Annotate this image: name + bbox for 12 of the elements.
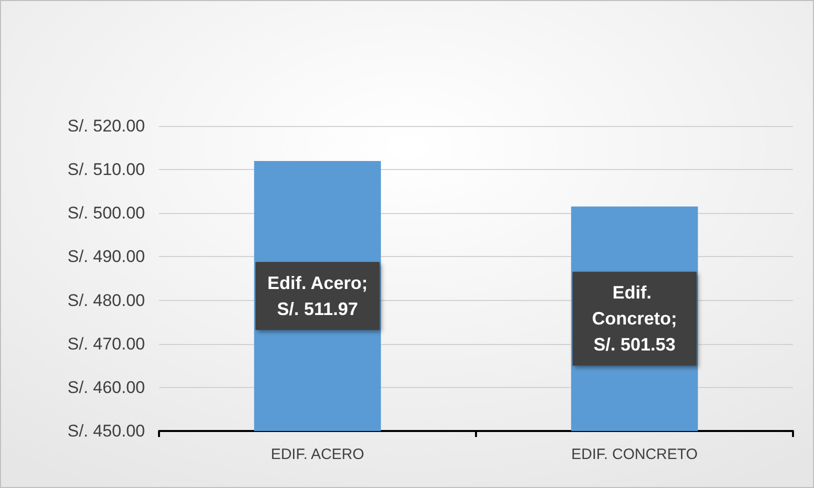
data-label: Edif. Concreto; S/. 501.53 bbox=[592, 282, 677, 355]
y-tick-label: S/. 450.00 bbox=[67, 422, 145, 440]
y-tick-label: S/. 490.00 bbox=[67, 247, 145, 266]
y-tick-label: S/. 520.00 bbox=[67, 116, 145, 136]
y-tick-label: S/. 500.00 bbox=[67, 204, 145, 223]
y-tick-label: S/. 510.00 bbox=[67, 160, 145, 180]
y-tick-label: S/. 460.00 bbox=[67, 378, 145, 397]
x-tick-label: EDIF. CONCRETO bbox=[571, 446, 698, 463]
y-tick-label: S/. 470.00 bbox=[67, 334, 145, 354]
data-label: Edif. Acero; S/. 511.97 bbox=[267, 272, 368, 319]
y-tick-label: S/. 480.00 bbox=[67, 290, 145, 310]
x-tick-label: EDIF. ACERO bbox=[270, 446, 364, 463]
